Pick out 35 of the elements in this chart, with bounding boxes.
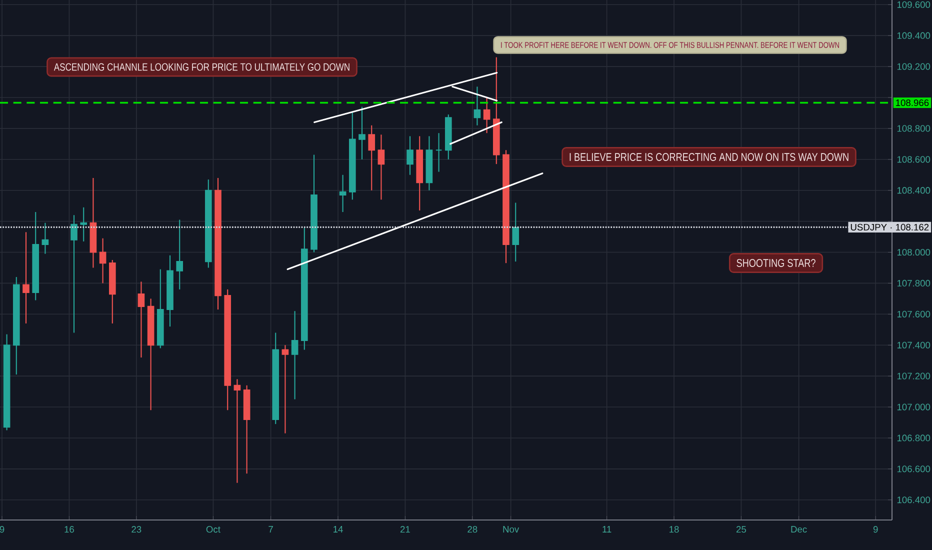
x-tick-label: Dec — [791, 526, 807, 533]
x-tick-label: Oct — [206, 526, 220, 533]
y-tick-label: 107.800 — [897, 280, 930, 287]
y-tick-label: 107.200 — [897, 372, 930, 380]
x-tick-label: 25 — [736, 526, 746, 533]
x-tick-label: 23 — [132, 526, 142, 533]
annotation: ASCENDING CHANNLE LOOKING FOR PRICE TO ULTIMATELY GO DOWN — [54, 63, 350, 71]
x-tick-label: 11 — [602, 526, 612, 532]
x-tick-label: Nov — [503, 526, 520, 533]
x-tick-label: 21 — [400, 526, 410, 533]
x-tick-label: 9 — [0, 526, 4, 533]
x-tick-label: 7 — [268, 526, 273, 532]
y-tick-label: 108.400 — [897, 187, 930, 194]
annotation: I TOOK PROFIT HERE BEFORE IT WENT DOWN. OFF OF THIS BULLISH PENNANT. BEFORE IT WENT DOWN — [501, 42, 839, 48]
y-tick-label: 109.200 — [897, 63, 930, 70]
x-tick-label: 18 — [670, 526, 679, 533]
y-tick-label: 107.600 — [897, 310, 930, 318]
y-tick-label: 108.000 — [897, 248, 930, 256]
ref-line-label: USDJPY · 108.162 — [850, 224, 929, 230]
ref-line-label: 108.966 — [896, 99, 929, 106]
y-tick-label: 109.400 — [897, 32, 930, 39]
y-tick-label: 106.400 — [897, 496, 930, 504]
x-tick-label: 14 — [334, 526, 343, 532]
x-tick-label: 9 — [873, 526, 878, 533]
y-tick-label: 108.600 — [897, 156, 930, 163]
y-tick-label: 109.600 — [897, 1, 930, 8]
x-tick-label: 28 — [468, 526, 478, 533]
annotation: I BELIEVE PRICE IS CORRECTING AND NOW ON ITS WAY DOWN — [570, 152, 848, 161]
y-tick-label: 107.400 — [897, 342, 930, 348]
y-tick-label: 107.000 — [897, 404, 930, 410]
y-tick-label: 108.800 — [897, 125, 930, 132]
y-tick-label: 106.600 — [897, 466, 930, 472]
y-tick-label: 106.800 — [897, 434, 930, 442]
x-tick-label: 16 — [64, 526, 74, 533]
annotation: SHOOTING STAR? — [736, 258, 816, 267]
